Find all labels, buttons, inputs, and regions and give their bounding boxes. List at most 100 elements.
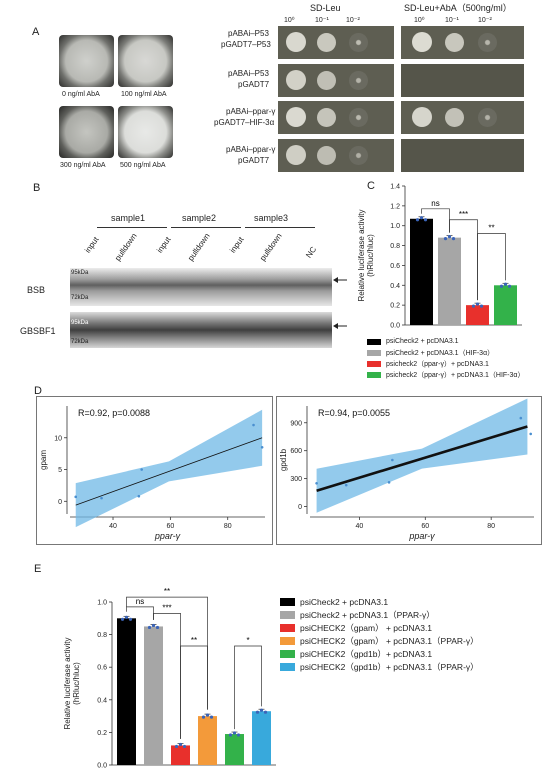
lane-label: input [83,235,101,255]
y-axis-label: Relative luciferase activity [357,209,366,301]
legend-swatch [280,636,295,645]
sample-underline [97,227,167,228]
yeast-spot [317,33,336,52]
yeast-spot [286,32,306,52]
legend-item: psiCHECK2（gpd1b）+ pcDNA3.1（PPAR-γ） [280,660,545,673]
y-tick-label: 0.2 [97,730,107,737]
spot-strip-aba [401,139,524,172]
bar [252,711,271,765]
replicate-point [232,731,237,735]
legend-swatch [280,623,295,632]
y-tick-label: 1.0 [390,223,400,230]
confidence-band [75,409,263,528]
significance-bracket [126,596,208,710]
legend-item: psiCHECK2（gpam） + pcDNA3.1 [280,621,545,634]
legend-item: psicheck2（ppar-γ）+ pcDNA3.1 [367,358,547,369]
legend-item: psiCheck2 + pcDNA3.1（PPAR-γ） [280,608,545,621]
legend-swatch [367,360,381,367]
dilution-label: 10⁻¹ [315,17,329,24]
replicate-point [236,733,241,737]
panel-label-e: E [34,563,42,575]
significance-label: ** [191,636,197,645]
confidence-band [316,398,528,513]
replicate-point [471,304,476,308]
bar [438,237,461,325]
aba-dish-100 [118,35,173,87]
significance-label: ns [136,597,144,606]
legend-label: psiCHECK2（gpd1b）+ pcDNA3.1 [300,648,433,659]
yeast-spot [445,33,464,52]
strain-label: pABAi–P53 [228,29,269,38]
yeast-spot [317,108,336,127]
y-tick-label: 900 [290,420,302,427]
sample-label: sample3 [254,213,289,223]
correlation-plot-gpam: 40 60 80 0 5 10 R=0.92, p=0.0088 ppar-γ gpam [36,396,273,545]
x-tick-label: 60 [421,523,429,530]
aba-label-100: 100 ng/ml AbA [121,91,167,98]
bar [117,618,136,765]
dilution-label: 10⁻² [478,17,492,24]
replicate-point [124,615,129,619]
y-tick-label: 1.0 [97,600,107,607]
legend-swatch [367,349,381,356]
marker-95: 95kDa [71,270,89,276]
legend-label: psiCheck2 + pcDNA3.1（PPAR-γ） [300,609,435,620]
data-point [252,423,255,427]
luciferase-chart-c: 0.0 0.2 0.4 0.6 0.8 1.0 1.2 1.4 Relative lucifer… [357,184,522,330]
y-axis-label: Relative luciferase activity [63,637,72,729]
replicate-point [174,744,179,749]
data-point [74,495,78,499]
legend-swatch [367,338,381,345]
legend-item: psiCheck2 + pcDNA3.1 [280,595,545,608]
sample-underline [245,227,315,228]
data-point [137,494,141,498]
medium-sd-leu-aba: SD-Leu+AbA（500ng/ml） [404,3,512,13]
significance-bracket [180,645,208,739]
strain-label: pGADT7 [238,156,270,165]
bar [198,716,217,765]
replicate-point [120,617,125,621]
sample-label: sample2 [182,213,217,223]
replicate-point [147,625,152,630]
significance-bracket [234,645,262,730]
replicate-point [415,218,420,222]
y-tick-label: 0.0 [390,323,400,330]
lane-label: pulldown [258,231,284,263]
x-axis-label: ppar-γ [154,531,181,541]
data-point [391,458,394,462]
bar [144,626,163,765]
replicate-point [443,237,448,241]
lane-label: pulldown [186,231,212,263]
yeast-spot [349,71,368,90]
strain-label: pGADT7–P53 [221,40,271,49]
legend-swatch [367,371,381,378]
blot-bsb [70,268,332,306]
aba-dish-500 [118,106,173,158]
legend-label: psiCHECK2（gpam） + pcDNA3.1 [300,622,433,633]
panel-label-a: A [32,26,40,38]
yeast-spot [349,146,368,165]
data-point [260,445,264,449]
y-tick-label: 0.4 [390,283,400,290]
strain-label: pGADT7–HIF-3α [214,118,275,127]
data-point [315,481,318,485]
replicate-point [228,733,233,737]
legend-label: psiCHECK2（gpd1b）+ pcDNA3.1（PPAR-γ） [300,661,479,672]
y-tick-label: 0.2 [390,303,400,310]
legend-swatch [280,610,295,619]
legend-label: psiCheck2 + pcDNA3.1 [300,596,389,607]
strain-label: pABAi–ppar-γ [226,107,276,116]
aba-label-0: 0 ng/ml AbA [62,91,100,98]
legend-c: psiCheck2 + pcDNA3.1 psiCheck2 + pcDNA3.1… [367,336,547,380]
significance-label: *** [459,210,468,219]
aba-dish-0 [59,35,114,87]
x-tick-label: 80 [224,523,232,530]
yeast-spot [317,71,336,90]
y-tick-label: 0.4 [97,697,107,704]
y-tick-label: 0.8 [97,632,107,639]
yeast-spot [317,146,336,165]
blot-gbsbf1 [70,312,332,348]
marker-72: 72kDa [71,339,89,345]
yeast-spot [286,145,306,165]
luciferase-chart-e: 0.0 0.2 0.4 0.6 0.8 1.0 Relative luciferase ac… [63,587,276,770]
